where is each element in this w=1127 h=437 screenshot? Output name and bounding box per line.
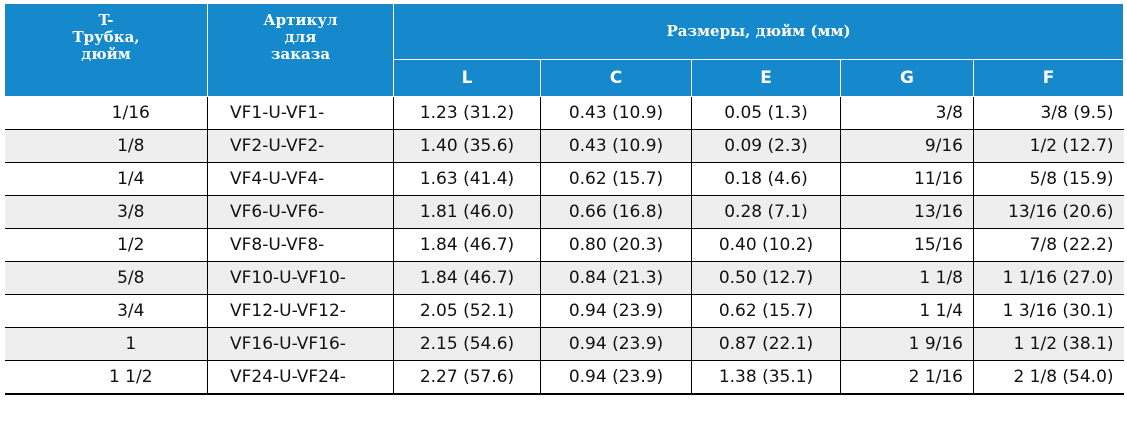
cell-l: 1.23 (31.2) bbox=[393, 96, 541, 130]
table-row: 1 VF16-U-VF16- 2.15 (54.6) 0.94 (23.9) 0… bbox=[4, 327, 1124, 361]
header-article-line-1: Артикул bbox=[263, 11, 338, 29]
cell-e: 0.87 (22.1) bbox=[691, 327, 841, 361]
cell-c: 0.94 (23.9) bbox=[540, 360, 692, 395]
header-col-e: E bbox=[691, 58, 841, 98]
cell-article: VF6-U-VF6- bbox=[207, 195, 394, 229]
cell-f: 3/8 (9.5) bbox=[973, 96, 1124, 130]
cell-l: 1.81 (46.0) bbox=[393, 195, 541, 229]
header-col-c: C bbox=[540, 58, 692, 98]
header-row-top: T- Трубка, дюйм Артикул для заказа Разме… bbox=[4, 3, 1125, 97]
cell-g: 9/16 bbox=[840, 129, 974, 163]
cell-e: 0.28 (7.1) bbox=[691, 195, 841, 229]
table-row: 5/8 VF10-U-VF10- 1.84 (46.7) 0.84 (21.3)… bbox=[4, 261, 1124, 295]
cell-tube: 3/4 bbox=[4, 294, 208, 328]
cell-e: 0.62 (15.7) bbox=[691, 294, 841, 328]
cell-l: 2.05 (52.1) bbox=[393, 294, 541, 328]
header-col-f: F bbox=[972, 58, 1125, 98]
cell-f: 1/2 (12.7) bbox=[973, 129, 1124, 163]
cell-e: 0.50 (12.7) bbox=[691, 261, 841, 295]
header-dimensions-group: Размеры, дюйм (мм) bbox=[392, 3, 1125, 60]
cell-article: VF10-U-VF10- bbox=[207, 261, 394, 295]
cell-tube: 1 1/2 bbox=[4, 360, 208, 395]
cell-g: 1 1/4 bbox=[840, 294, 974, 328]
cell-tube: 1/16 bbox=[4, 96, 208, 130]
cell-e: 0.09 (2.3) bbox=[691, 129, 841, 163]
cell-f: 7/8 (22.2) bbox=[973, 228, 1124, 262]
cell-article: VF12-U-VF12- bbox=[207, 294, 394, 328]
cell-l: 1.40 (35.6) bbox=[393, 129, 541, 163]
cell-e: 0.05 (1.3) bbox=[691, 96, 841, 130]
cell-c: 0.94 (23.9) bbox=[540, 327, 692, 361]
cell-tube: 3/8 bbox=[4, 195, 208, 229]
cell-e: 0.18 (4.6) bbox=[691, 162, 841, 196]
cell-g: 13/16 bbox=[840, 195, 974, 229]
header-article-line-3: заказа bbox=[270, 45, 331, 63]
table-row: 1/2 VF8-U-VF8- 1.84 (46.7) 0.80 (20.3) 0… bbox=[4, 228, 1124, 262]
cell-c: 0.66 (16.8) bbox=[540, 195, 692, 229]
cell-e: 0.40 (10.2) bbox=[691, 228, 841, 262]
cell-g: 1 1/8 bbox=[840, 261, 974, 295]
header-tube-line-3: дюйм bbox=[81, 45, 131, 63]
cell-g: 3/8 bbox=[840, 96, 974, 130]
header-row-sub: L C E G F bbox=[5, 58, 1125, 98]
header-article: Артикул для заказа bbox=[207, 3, 394, 97]
cell-article: VF4-U-VF4- bbox=[207, 162, 394, 196]
table-row: 3/4 VF12-U-VF12- 2.05 (52.1) 0.94 (23.9)… bbox=[4, 294, 1124, 328]
cell-l: 1.84 (46.7) bbox=[393, 228, 541, 262]
cell-tube: 1/2 bbox=[4, 228, 208, 262]
cell-article: VF8-U-VF8- bbox=[207, 228, 394, 262]
dimensions-table: T- Трубка, дюйм Артикул для заказа Разме… bbox=[4, 3, 1125, 395]
header-article-line-2: для bbox=[284, 28, 317, 46]
cell-article: VF16-U-VF16- bbox=[207, 327, 394, 361]
cell-g: 2 1/16 bbox=[840, 360, 974, 395]
table-row: 1/4 VF4-U-VF4- 1.63 (41.4) 0.62 (15.7) 0… bbox=[4, 162, 1124, 196]
header-tube-line-1: T- bbox=[98, 11, 114, 29]
cell-g: 11/16 bbox=[840, 162, 974, 196]
cell-c: 0.94 (23.9) bbox=[540, 294, 692, 328]
header-col-g: G bbox=[840, 58, 974, 98]
cell-l: 2.15 (54.6) bbox=[393, 327, 541, 361]
cell-f: 1 1/2 (38.1) bbox=[973, 327, 1124, 361]
cell-tube: 1 bbox=[4, 327, 208, 361]
specs-table-container: T- Трубка, дюйм Артикул для заказа Разме… bbox=[4, 3, 1125, 395]
header-col-l: L bbox=[393, 58, 541, 98]
cell-tube: 1/4 bbox=[4, 162, 208, 196]
cell-g: 1 9/16 bbox=[840, 327, 974, 361]
cell-e: 1.38 (35.1) bbox=[691, 360, 841, 395]
cell-f: 1 3/16 (30.1) bbox=[973, 294, 1124, 328]
cell-tube: 1/8 bbox=[4, 129, 208, 163]
cell-f: 13/16 (20.6) bbox=[973, 195, 1124, 229]
cell-l: 1.84 (46.7) bbox=[393, 261, 541, 295]
cell-article: VF1-U-VF1- bbox=[207, 96, 394, 130]
cell-c: 0.80 (20.3) bbox=[540, 228, 692, 262]
cell-c: 0.84 (21.3) bbox=[540, 261, 692, 295]
table-row: 1 1/2 VF24-U-VF24- 2.27 (57.6) 0.94 (23.… bbox=[4, 360, 1124, 395]
cell-l: 2.27 (57.6) bbox=[393, 360, 541, 395]
cell-article: VF24-U-VF24- bbox=[207, 360, 394, 395]
cell-f: 5/8 (15.9) bbox=[973, 162, 1124, 196]
table-row: 1/16 VF1-U-VF1- 1.23 (31.2) 0.43 (10.9) … bbox=[4, 96, 1124, 130]
cell-tube: 5/8 bbox=[4, 261, 208, 295]
cell-article: VF2-U-VF2- bbox=[207, 129, 394, 163]
cell-l: 1.63 (41.4) bbox=[393, 162, 541, 196]
table-row: 3/8 VF6-U-VF6- 1.81 (46.0) 0.66 (16.8) 0… bbox=[4, 195, 1124, 229]
cell-c: 0.62 (15.7) bbox=[540, 162, 692, 196]
header-tube-line-2: Трубка, bbox=[72, 28, 140, 46]
cell-f: 1 1/16 (27.0) bbox=[973, 261, 1124, 295]
header-tube-size: T- Трубка, дюйм bbox=[4, 3, 208, 97]
cell-c: 0.43 (10.9) bbox=[540, 129, 692, 163]
table-row: 1/8 VF2-U-VF2- 1.40 (35.6) 0.43 (10.9) 0… bbox=[4, 129, 1124, 163]
cell-c: 0.43 (10.9) bbox=[540, 96, 692, 130]
cell-f: 2 1/8 (54.0) bbox=[973, 360, 1124, 395]
cell-g: 15/16 bbox=[840, 228, 974, 262]
